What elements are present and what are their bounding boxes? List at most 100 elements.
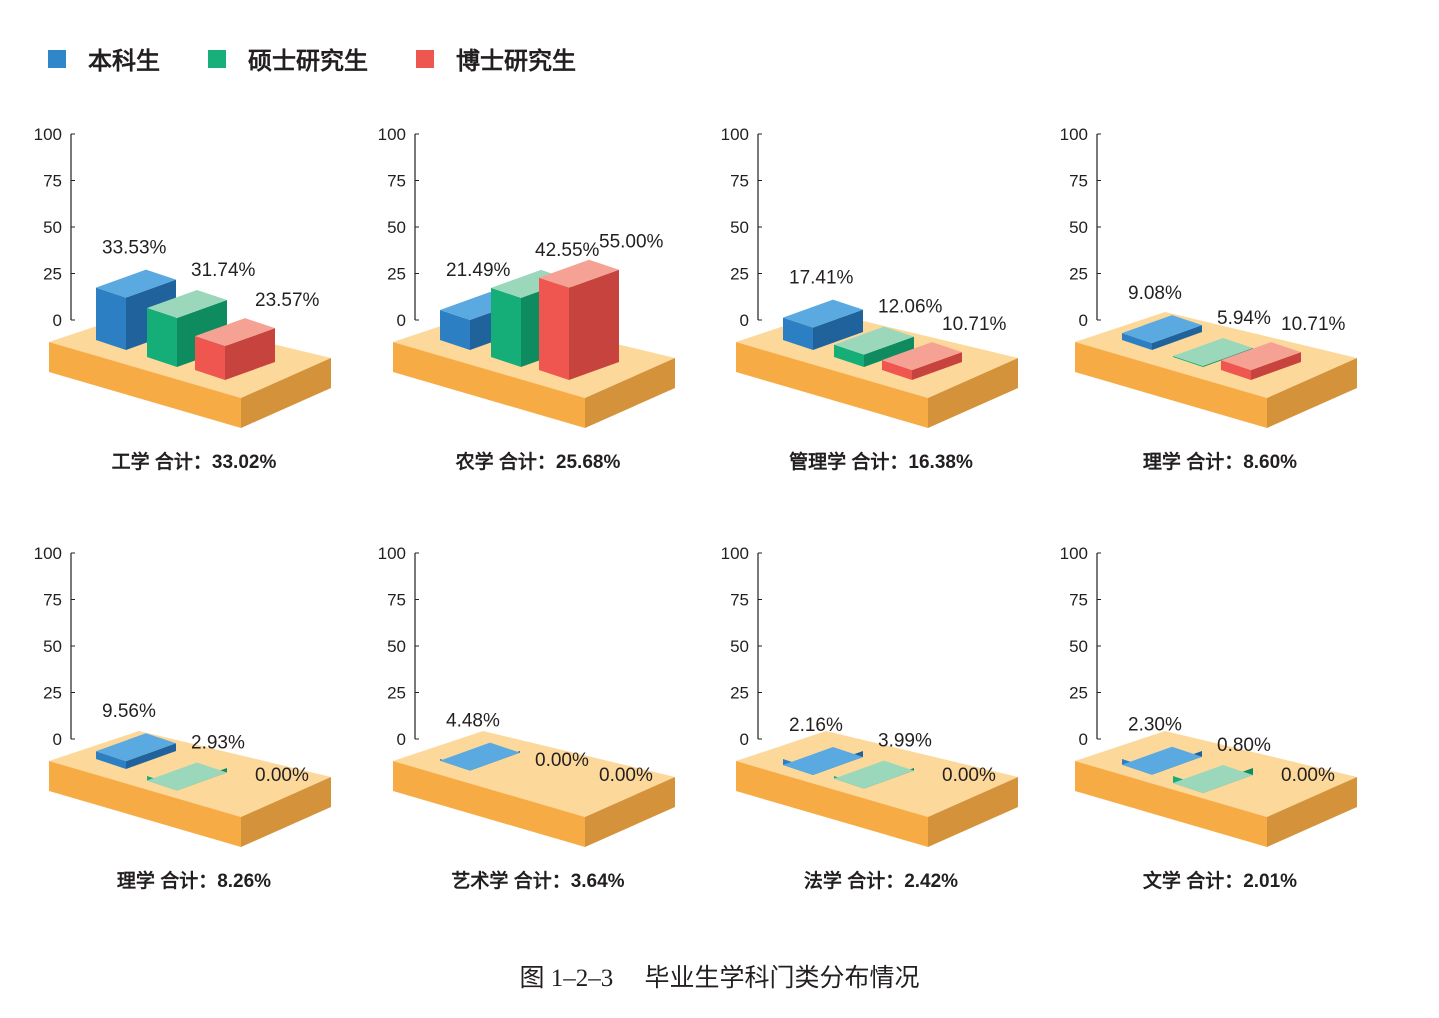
y-tick-label: 75 xyxy=(1069,591,1088,610)
platform-front xyxy=(49,342,241,428)
platform-front xyxy=(49,761,241,847)
bar-front-face xyxy=(1221,360,1251,380)
y-tick-label: 0 xyxy=(53,311,62,330)
platform-side xyxy=(241,358,331,428)
y-tick-label: 100 xyxy=(721,125,749,144)
y-tick-label: 50 xyxy=(43,637,62,656)
data-label: 10.71% xyxy=(1281,314,1346,335)
bar-side-face xyxy=(225,328,275,380)
platform-front xyxy=(1075,761,1267,847)
y-tick-label: 75 xyxy=(387,172,406,191)
y-tick-label: 0 xyxy=(397,730,406,749)
bar-front-face xyxy=(147,307,177,367)
legend-swatch-doctoral xyxy=(416,50,434,68)
y-tick-label: 75 xyxy=(387,591,406,610)
chart-title: 管理学 合计：16.38% xyxy=(789,450,973,473)
y-tick-label: 25 xyxy=(1069,265,1088,284)
bar-side-face xyxy=(1203,347,1253,367)
bar-side-face xyxy=(1152,325,1202,350)
y-tick-label: 0 xyxy=(397,311,406,330)
chart-panel-5: 0 25 50 75 100 9.56% 2.93% 0.00% 理学 合计：8.26% xyxy=(34,544,331,892)
y-tick-label: 75 xyxy=(43,591,62,610)
data-label: 12.06% xyxy=(878,297,943,318)
bar-top-face xyxy=(440,742,520,771)
y-tick-label: 0 xyxy=(1079,311,1088,330)
bar-front-face xyxy=(96,287,126,350)
bar-top-face xyxy=(96,733,176,762)
platform-side xyxy=(1267,358,1357,428)
data-label: 23.57% xyxy=(255,290,320,311)
data-label: 3.99% xyxy=(878,731,932,752)
bar-1 xyxy=(783,299,863,350)
chart-panel-2: 0 25 50 75 100 21.49% 42.55% 55.00% 农学 合计：25.68% xyxy=(378,125,675,473)
y-tick-label: 25 xyxy=(730,265,749,284)
platform-front xyxy=(393,761,585,847)
legend-swatch-master xyxy=(208,50,226,68)
bar-top-face xyxy=(1173,765,1253,793)
bar-1 xyxy=(783,746,863,775)
platform-side xyxy=(928,358,1018,428)
chart-title: 工学 合计：33.02% xyxy=(112,450,277,473)
chart-panel-6: 0 25 50 75 100 4.48% 0.00% 0.00% 艺术学 合计：3.64% xyxy=(378,544,675,892)
y-tick-label: 75 xyxy=(730,172,749,191)
y-tick-label: 25 xyxy=(387,265,406,284)
y-tick-label: 50 xyxy=(1069,218,1088,237)
y-tick-label: 100 xyxy=(721,544,749,563)
data-label: 33.53% xyxy=(102,238,167,259)
bar-top-face xyxy=(1221,342,1301,371)
y-tick-label: 0 xyxy=(1079,730,1088,749)
y-tick-label: 25 xyxy=(387,684,406,703)
platform-side xyxy=(241,777,331,847)
platform-front xyxy=(736,761,928,847)
bar-1 xyxy=(1122,746,1202,775)
y-tick-label: 75 xyxy=(730,591,749,610)
bar-top-face xyxy=(783,746,863,775)
bar-front-face xyxy=(195,336,225,380)
chart-panel-1: 0 25 50 75 100 33.53% 31.74% 23.57% 工学 合计：33.02% xyxy=(34,125,331,473)
bar-2 xyxy=(834,760,914,789)
bar-front-face xyxy=(882,360,912,380)
chart-title: 法学 合计：2.42% xyxy=(804,869,958,892)
data-label: 0.00% xyxy=(255,765,309,786)
data-label: 0.80% xyxy=(1217,735,1271,756)
bar-side-face xyxy=(813,309,863,350)
legend-swatch-undergraduate xyxy=(48,50,66,68)
bar-top-face xyxy=(147,762,227,791)
chart-title: 艺术学 合计：3.64% xyxy=(451,869,624,892)
data-label: 0.00% xyxy=(599,765,653,786)
bar-top-face xyxy=(1122,746,1202,775)
bar-2 xyxy=(834,326,914,367)
y-tick-label: 75 xyxy=(43,172,62,191)
bar-front-face xyxy=(96,751,126,769)
y-tick-label: 25 xyxy=(43,265,62,284)
bar-top-face xyxy=(834,760,914,789)
y-tick-label: 100 xyxy=(1060,544,1088,563)
bar-side-face xyxy=(1251,352,1301,380)
data-label: 9.08% xyxy=(1128,283,1182,304)
y-tick-label: 0 xyxy=(740,311,749,330)
bar-front-face xyxy=(1173,355,1203,367)
y-tick-label: 50 xyxy=(730,218,749,237)
figure-caption: 图 1–2–3 毕业生学科门类分布情况 xyxy=(519,965,920,992)
y-tick-label: 0 xyxy=(740,730,749,749)
bar-front-face xyxy=(539,277,569,380)
bar-1 xyxy=(440,742,520,771)
bar-side-face xyxy=(864,336,914,367)
data-label: 42.55% xyxy=(535,240,600,261)
chart-title: 文学 合计：2.01% xyxy=(1143,869,1297,892)
y-tick-label: 0 xyxy=(53,730,62,749)
bar-top-face xyxy=(882,342,962,371)
bar-side-face xyxy=(569,269,619,380)
bar-side-face xyxy=(912,352,962,380)
data-label: 21.49% xyxy=(446,260,511,281)
data-label: 55.00% xyxy=(599,232,664,253)
y-tick-label: 25 xyxy=(43,684,62,703)
platform-front xyxy=(1075,342,1267,428)
bar-side-face xyxy=(126,743,176,769)
data-label: 0.00% xyxy=(1281,765,1335,786)
bar-2 xyxy=(147,762,227,791)
bar-top-face xyxy=(1173,337,1253,366)
y-tick-label: 100 xyxy=(1060,125,1088,144)
y-tick-label: 50 xyxy=(387,218,406,237)
platform-front xyxy=(736,342,928,428)
